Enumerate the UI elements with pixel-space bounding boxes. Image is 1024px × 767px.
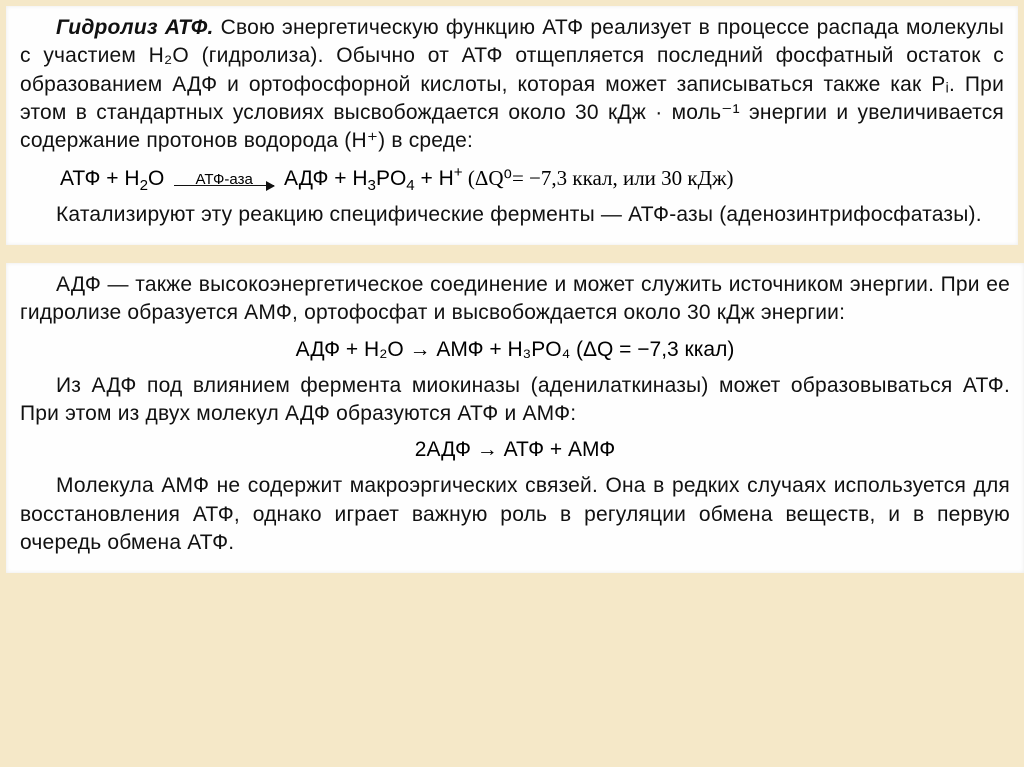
paragraph-3: АДФ — также высокоэнергетическое соедине… bbox=[20, 271, 1010, 328]
paragraph-2: Катализируют эту реакцию специфические ф… bbox=[20, 201, 1004, 229]
eq1-sub2: 3 bbox=[368, 177, 376, 194]
heading-hydrolysis: Гидролиз АТФ. bbox=[56, 16, 214, 39]
equation-atp-hydrolysis: АТФ + H2O АТФ-аза АДФ + H3PO4 + H+ (ΔQ⁰=… bbox=[60, 166, 1004, 191]
eq1-sub3: 4 bbox=[406, 177, 414, 194]
eq1-o: O bbox=[148, 167, 164, 190]
eq1-po: PO bbox=[376, 167, 406, 190]
paragraph-1: Гидролиз АТФ. Свою энергетическую функци… bbox=[20, 14, 1004, 156]
eq1-sup1: + bbox=[454, 164, 463, 181]
equation-myokinase: 2АДФ → АТФ + АМФ bbox=[20, 438, 1010, 462]
text-block-1: Гидролиз АТФ. Свою энергетическую функци… bbox=[6, 6, 1018, 245]
paragraph-5: Молекула АМФ не содержит макроэргических… bbox=[20, 472, 1010, 557]
eq1-right-a: АДФ + H bbox=[284, 167, 368, 190]
eq1-delta: (ΔQ⁰= −7,3 ккал, или 30 кДж) bbox=[463, 166, 734, 190]
text-block-2: АДФ — также высокоэнергетическое соедине… bbox=[6, 263, 1024, 573]
eq1-sub1: 2 bbox=[140, 177, 148, 194]
eq1-left: АТФ + H bbox=[60, 167, 140, 190]
equation-adp-hydrolysis: АДФ + H₂O → АМФ + H₃PO₄ (ΔQ = −7,3 ккал) bbox=[20, 338, 1010, 362]
eq1-right-b: + H bbox=[415, 167, 454, 190]
paragraph-4: Из АДФ под влиянием фермента миокиназы (… bbox=[20, 372, 1010, 429]
reaction-arrow: АТФ-аза bbox=[174, 172, 274, 187]
arrow-line-icon bbox=[174, 185, 274, 187]
